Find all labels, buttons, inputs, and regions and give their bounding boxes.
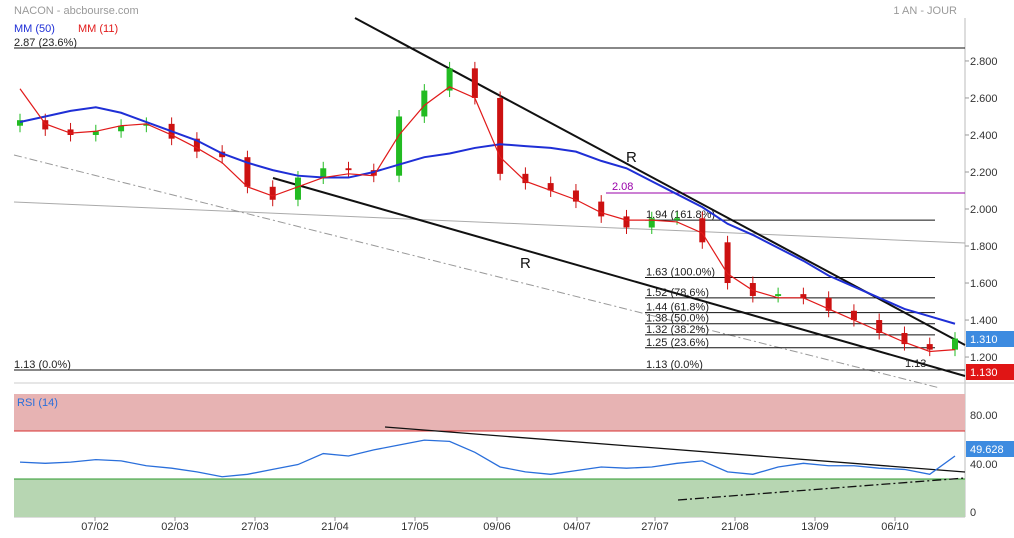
candle-body xyxy=(699,218,706,243)
candle-body xyxy=(497,97,504,174)
candle-body xyxy=(67,129,74,135)
price-tick-label-6: 1.600 xyxy=(970,278,998,290)
fib-label-2: 1.52 (78.6%) xyxy=(646,287,709,299)
candle-body xyxy=(926,344,933,350)
rsi-overbought-zone xyxy=(14,394,965,431)
candle-body xyxy=(396,116,403,176)
rsi-oversold-zone xyxy=(14,479,965,517)
candle-body xyxy=(825,297,832,311)
candle-body xyxy=(17,120,23,126)
candles xyxy=(17,61,958,357)
price-tick-label-0: 2.800 xyxy=(970,56,998,68)
chart-title: NACON - abcbourse.com xyxy=(14,5,139,17)
candle-body xyxy=(143,123,150,126)
price-tick-label-5: 1.800 xyxy=(970,241,998,253)
rsi-value-badge xyxy=(966,441,1014,457)
fib-label-7: 1.13 (0.0%) xyxy=(646,359,703,371)
rsi-series-line xyxy=(19,439,956,478)
x-tick-label-2: 27/03 xyxy=(241,521,269,533)
last-price-badge xyxy=(966,331,1014,347)
candle-body xyxy=(775,294,782,296)
candle-body xyxy=(800,294,807,298)
x-tick-label-3: 21/04 xyxy=(321,521,349,533)
legend-ma50: MM (50) xyxy=(14,23,55,35)
candle-body xyxy=(193,138,200,152)
candle-body xyxy=(446,68,453,91)
x-tick-label-9: 13/09 xyxy=(801,521,829,533)
fib-label-1: 1.63 (100.0%) xyxy=(646,266,715,278)
price-tick-label-4: 2.000 xyxy=(970,204,998,216)
top-level-label: 2.87 (23.6%) xyxy=(14,37,77,49)
candle-body xyxy=(749,283,756,296)
period-label: 1 AN - JOUR xyxy=(893,5,957,17)
fib-label-3: 1.44 (61.8%) xyxy=(646,302,709,314)
candle-body xyxy=(648,218,655,228)
x-tick-label-10: 06/10 xyxy=(881,521,909,533)
fib-top-label: 2.08 xyxy=(612,181,633,193)
x-tick-label-6: 04/07 xyxy=(563,521,591,533)
candle-body xyxy=(572,190,579,202)
resistance-label-lower: R xyxy=(520,255,531,272)
candle-body xyxy=(269,186,276,200)
legend-ma11: MM (11) xyxy=(78,23,118,35)
price-tick-label-3: 2.200 xyxy=(970,167,998,179)
x-tick-label-4: 17/05 xyxy=(401,521,429,533)
candle-body xyxy=(118,125,125,132)
fib-label-4: 1.38 (50.0%) xyxy=(646,313,709,325)
x-tick-label-0: 07/02 xyxy=(81,521,109,533)
x-tick-label-7: 27/07 xyxy=(641,521,669,533)
candle-body xyxy=(471,68,478,98)
candle-body xyxy=(876,320,883,333)
candle-body xyxy=(42,120,49,130)
x-axis-ticks: 07/02 02/03 27/03 21/04 17/05 09/06 04/07 27/07… xyxy=(81,517,909,533)
fib-level-lines: 1.94 (161.8%) 1.63 (100.0%) 1.52 (78.6%) 1.… xyxy=(645,209,935,371)
rsi-title: RSI (14) xyxy=(17,397,58,409)
x-tick-label-1: 02/03 xyxy=(161,521,189,533)
rsi-tick-40: 40.00 xyxy=(970,459,998,471)
rsi-down-trendline xyxy=(384,426,966,473)
resistance-line-lower xyxy=(272,177,966,377)
price-tick-label-7: 1.400 xyxy=(970,315,998,327)
candle-body xyxy=(244,157,251,187)
low-price-value: 1.130 xyxy=(970,367,998,379)
candle-body xyxy=(623,216,630,228)
price-tick-label-1: 2.600 xyxy=(970,93,998,105)
x-tick-label-5: 09/06 xyxy=(483,521,511,533)
low-price-badge xyxy=(966,364,1014,380)
extra-low-label: 1.13 xyxy=(905,358,926,370)
dashdot-channel-line xyxy=(13,154,941,389)
candle-body xyxy=(901,332,908,345)
candle-body xyxy=(320,168,327,178)
candle-body xyxy=(294,177,301,200)
candle-body xyxy=(598,201,605,217)
resistance-label-upper: R xyxy=(626,149,637,166)
bottom-level-label: 1.13 (0.0%) xyxy=(14,359,71,371)
price-tick-label-8: 1.200 xyxy=(970,352,998,364)
fib-label-6: 1.25 (23.6%) xyxy=(646,337,709,349)
ma11-series-line xyxy=(19,86,956,353)
last-price-value: 1.310 xyxy=(970,334,998,346)
candle-body xyxy=(522,173,529,184)
rsi-tick-80: 80.00 xyxy=(970,410,998,422)
rsi-value: 49.628 xyxy=(970,444,1004,456)
price-y-axis: 2.800 2.600 2.400 2.200 2.000 1.800 1.600 1.400… xyxy=(965,56,998,364)
candle-body xyxy=(952,338,958,350)
candle-body xyxy=(850,310,857,321)
candle-body xyxy=(724,242,731,284)
rsi-up-trendline xyxy=(677,477,966,501)
ma50-series-line xyxy=(19,106,956,325)
candle-body xyxy=(674,218,681,220)
x-tick-label-8: 21/08 xyxy=(721,521,749,533)
candle-body xyxy=(421,90,428,117)
candle-body xyxy=(345,168,352,171)
candle-body xyxy=(92,131,99,135)
price-tick-label-2: 2.400 xyxy=(970,130,998,142)
grey-trend-line xyxy=(13,201,966,244)
fib-label-0: 1.94 (161.8%) xyxy=(646,209,715,221)
rsi-tick-0: 0 xyxy=(970,507,976,519)
fib-label-5: 1.32 (38.2%) xyxy=(646,324,709,336)
candle-body xyxy=(547,183,554,191)
